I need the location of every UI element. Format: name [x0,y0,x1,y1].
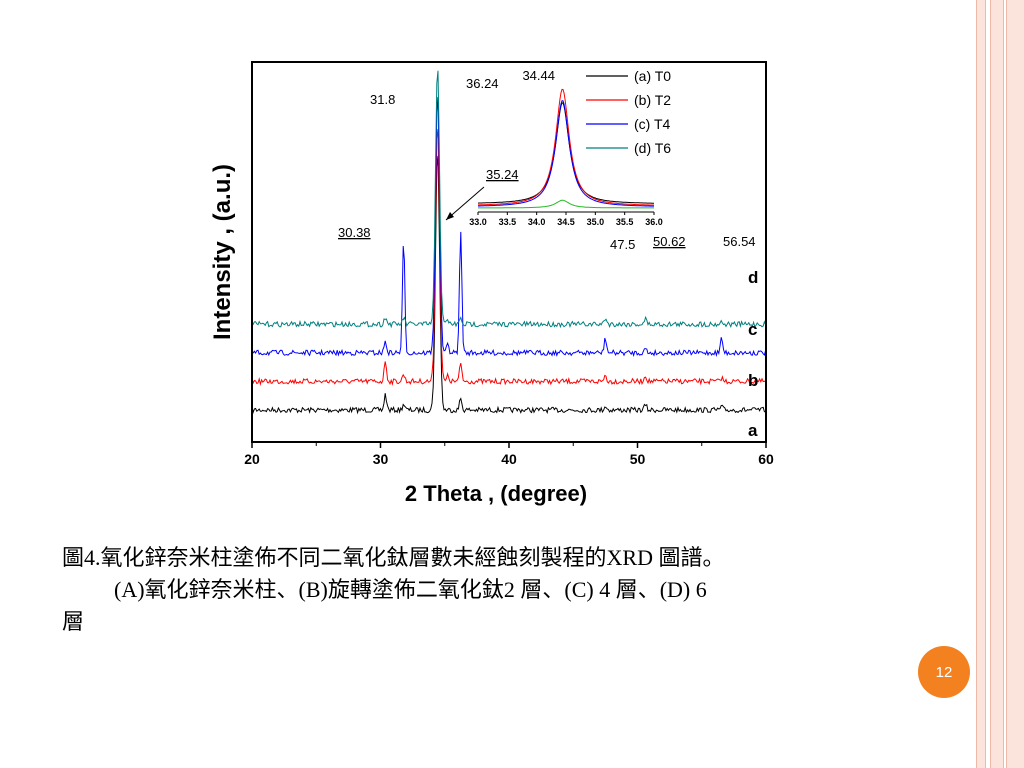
inset-series-line-d [478,199,654,209]
series-line-c [252,97,766,358]
caption-line-3: 層 [62,609,85,634]
page-number-badge: 12 [918,646,970,698]
x-tick-label: 50 [630,451,646,467]
caption-line-2: (A)氧化鋅奈米柱、(B)旋轉塗佈二氧化鈦2 層、(C) 4 層、(D) 6 [114,577,707,602]
annotation-30-38: 30.38 [338,225,371,240]
inset-tick-label: 33.0 [469,217,487,227]
inset-tick-label: 36.0 [645,217,663,227]
inset-tick-label: 35.0 [587,217,605,227]
x-axis-title: 2 Theta , (degree) [405,481,587,506]
y-axis-title: Intensity , (a.u.) [209,164,236,340]
xrd-chart: Intensity , (a.u.) 2 Theta , (degree) 20… [209,61,774,506]
series-line-d [252,70,766,329]
inset-tick-label: 34.0 [528,217,546,227]
x-tick-label: 20 [244,451,260,467]
annotation-35-24-arrow [445,186,485,221]
inset-series-line-b [478,88,654,206]
legend-entry-c: (c) T4 [634,116,671,132]
series-label-c: c [748,320,757,339]
annotation-47-5: 47.5 [610,237,635,252]
annotation-35-24-arrowhead [446,212,454,220]
x-tick-label: 60 [758,451,774,467]
legend-entry-d: (d) T6 [634,140,671,156]
legend-entry-a: (a) T0 [634,68,671,84]
caption-line-1: 圖4.氧化鋅奈米柱塗佈不同二氧化鈦層數未經蝕刻製程的XRD 圖譜。 [62,545,725,570]
figure-caption: 圖4.氧化鋅奈米柱塗佈不同二氧化鈦層數未經蝕刻製程的XRD 圖譜。 (A)氧化鋅… [62,542,902,638]
series-line-b [252,129,766,386]
series-line-a [252,155,766,415]
inset-tick-label: 33.5 [499,217,517,227]
series-label-a: a [748,421,758,440]
annotation-31-8: 31.8 [370,92,395,107]
inset-tick-label: 35.5 [616,217,634,227]
inset-tick-label: 34.5 [557,217,575,227]
x-tick-label: 40 [501,451,517,467]
annotation-50-62: 50.62 [653,234,686,249]
decor-rail-2 [990,0,1004,768]
annotation-36-24: 36.24 [466,76,499,91]
decor-rail-3 [1006,0,1024,768]
series-label-d: d [748,268,758,287]
inset-peak-label: 34.44 [522,68,555,83]
x-tick-label: 30 [373,451,389,467]
decor-rail-1 [976,0,986,768]
series-label-b: b [748,371,758,390]
annotation-35-24: 35.24 [486,167,519,182]
plot-frame [251,61,767,443]
legend-entry-b: (b) T2 [634,92,671,108]
inset-series-line-c [478,100,654,207]
annotation-56-54: 56.54 [723,234,756,249]
